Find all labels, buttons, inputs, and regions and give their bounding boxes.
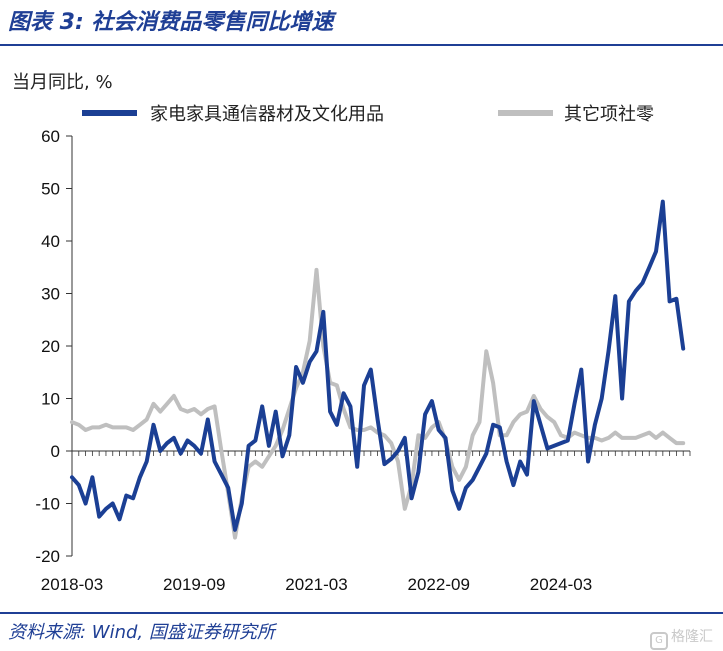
y-tick-label: 10 — [41, 390, 60, 409]
x-tick-label: 2022-09 — [408, 575, 470, 594]
series-line-1 — [70, 267, 686, 540]
y-tick-label: 30 — [41, 285, 60, 304]
y-tick-label: -10 — [35, 495, 60, 514]
y-tick-label: 60 — [41, 127, 60, 146]
y-tick-label: 50 — [41, 180, 60, 199]
x-tick-label: 2021-03 — [285, 575, 347, 594]
figure-title: 图表 3: 社会消费品零售同比增速 — [8, 10, 334, 35]
series-layer — [70, 199, 686, 540]
watermark-text: 格隆汇 — [671, 629, 713, 645]
title-divider — [0, 44, 723, 46]
series-line-0 — [70, 199, 686, 532]
watermark-logo-icon: G — [650, 632, 668, 650]
y-axis-unit-label: 当月同比, % — [12, 72, 113, 93]
footer-divider — [0, 612, 723, 614]
x-tick-label: 2018-03 — [41, 575, 103, 594]
x-tick-label: 2024-03 — [530, 575, 592, 594]
source-note: 资料来源: Wind, 国盛证券研究所 — [8, 622, 275, 643]
chart-legend: 家电家具通信器材及文化用品 其它项社零 — [82, 104, 654, 125]
chart-axes: -20 -10 0 10 20 30 40 50 60 2018-03 2019-09 2021-03… — [35, 127, 691, 594]
watermark: G 格隆汇 — [650, 626, 713, 650]
x-tick-label: 2019-09 — [163, 575, 225, 594]
y-tick-label: -20 — [35, 547, 60, 566]
y-tick-label: 0 — [51, 442, 60, 461]
y-tick-label: 20 — [41, 337, 60, 356]
line-chart: -20 -10 0 10 20 30 40 50 60 2018-03 2019-09 2021-03… — [35, 104, 691, 594]
y-tick-label: 40 — [41, 232, 60, 251]
legend-label-1: 其它项社零 — [564, 104, 654, 125]
legend-label-0: 家电家具通信器材及文化用品 — [150, 104, 384, 125]
